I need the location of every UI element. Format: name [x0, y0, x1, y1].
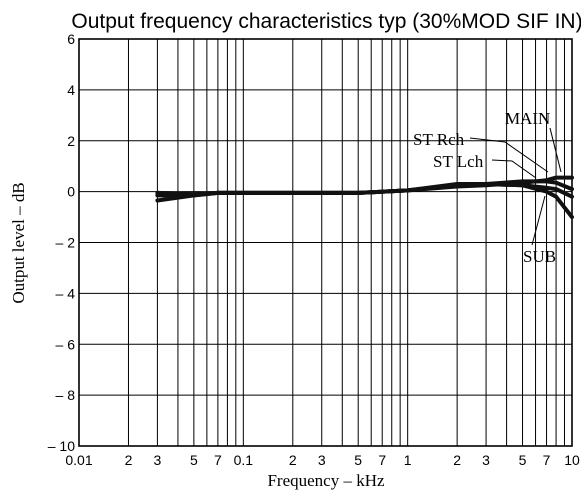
- annotation-st-rch: ST Rch: [413, 130, 465, 149]
- y-tick-label: 2: [67, 133, 75, 149]
- annotation-st-lch: ST Lch: [433, 152, 484, 171]
- x-tick-label: 7: [378, 452, 386, 468]
- x-tick-label: 7: [214, 452, 222, 468]
- annotation-sub: SUB: [523, 247, 556, 266]
- x-tick-label: 0.1: [234, 452, 254, 468]
- x-tick-label: 2: [125, 452, 133, 468]
- x-axis-label: Frequency – kHz: [267, 471, 385, 490]
- annotation-leaders: [469, 127, 562, 246]
- series-group: [155, 175, 574, 220]
- grid: [78, 38, 573, 447]
- leader-st-lch: [491, 159, 537, 179]
- x-tick-labels: 0.01 2 3 5 7 0.1 2 3 5 7 1 2 3 5 7 10: [65, 452, 580, 468]
- x-tick-label: 3: [482, 452, 490, 468]
- y-tick-labels: 6 4 2 0 – 2 – 4 – 6 – 8 – 10: [48, 31, 75, 454]
- x-tick-label: 7: [543, 452, 551, 468]
- y-axis-label: Output level – dB: [9, 182, 28, 303]
- leader-st-rch: [469, 137, 549, 173]
- x-tick-label: 5: [190, 452, 198, 468]
- y-tick-label: – 4: [56, 285, 76, 301]
- x-tick-label: 3: [318, 452, 326, 468]
- y-tick-label: – 10: [48, 438, 75, 454]
- x-tick-label: 5: [354, 452, 362, 468]
- series-sub-line: [155, 182, 574, 220]
- x-tick-label: 0.01: [65, 452, 92, 468]
- plot-frame: [78, 38, 573, 447]
- x-tick-label: 3: [154, 452, 162, 468]
- y-tick-label: – 2: [56, 235, 76, 251]
- y-tick-label: – 6: [56, 336, 76, 352]
- x-tick-label: 10: [564, 452, 580, 468]
- y-tick-label: 0: [67, 184, 75, 200]
- chart-title: Output frequency characteristics typ (30…: [71, 10, 581, 33]
- leader-sub: [531, 195, 546, 246]
- y-tick-label: 4: [67, 82, 75, 98]
- x-tick-label: 2: [453, 452, 461, 468]
- x-tick-label: 1: [404, 452, 412, 468]
- annotation-main: MAIN: [505, 109, 550, 128]
- x-tick-label: 2: [289, 452, 297, 468]
- x-tick-label: 5: [519, 452, 527, 468]
- y-tick-label: 6: [67, 31, 75, 47]
- leader-main: [549, 127, 562, 173]
- y-tick-label: – 8: [56, 387, 76, 403]
